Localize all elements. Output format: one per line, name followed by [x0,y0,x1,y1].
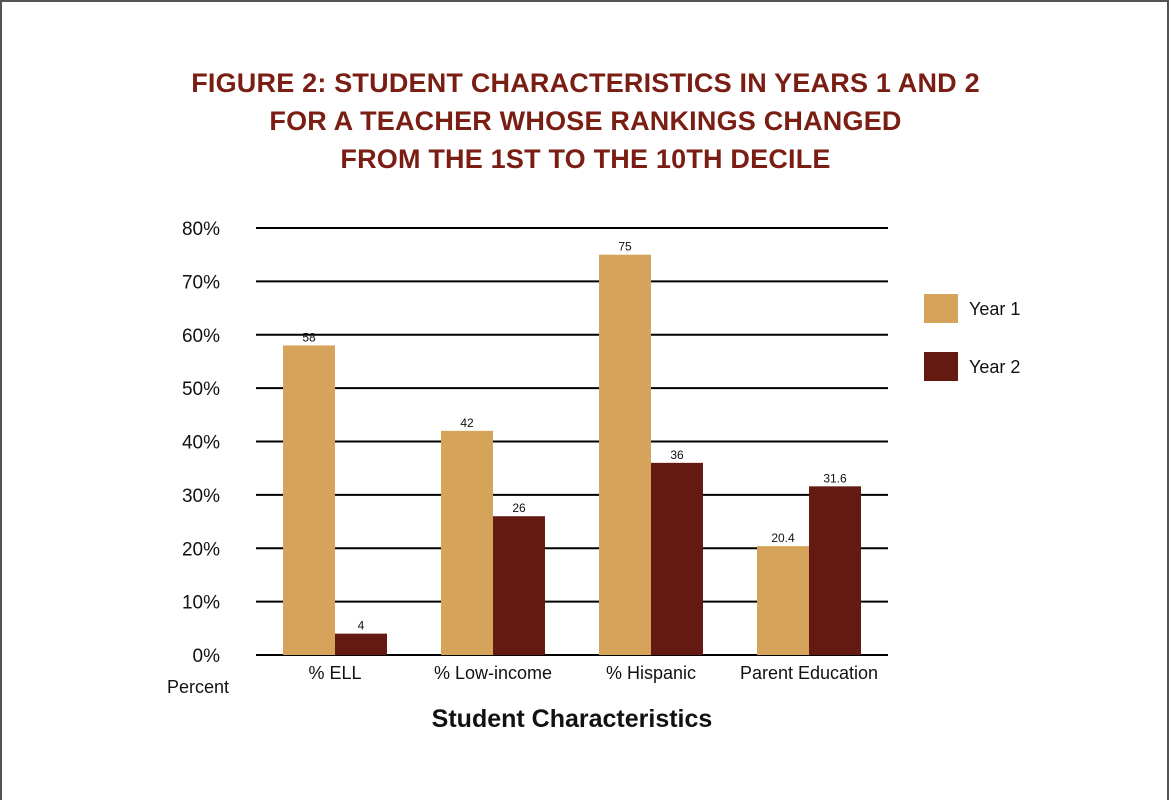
category-label: % Hispanic [606,663,696,683]
data-label: 75 [618,240,632,254]
data-labels: 58 4 42 26 75 36 20.4 31.6 [302,240,847,633]
chart-title-line-3: FROM THE 1ST TO THE 10TH DECILE [340,144,831,174]
legend-label: Year 2 [969,357,1020,377]
y-tick-label: 70% [182,272,220,293]
y-tick-label: 50% [182,379,220,400]
x-axis-label: Student Characteristics [432,705,713,733]
legend: Year 1 Year 2 [924,294,1020,381]
y-tick-label: 30% [182,486,220,507]
data-label: 26 [512,501,526,515]
bar-year-2 [809,486,861,655]
data-label: 20.4 [771,531,795,545]
bar-year-1 [441,430,493,655]
category-label: % ELL [308,663,361,683]
category-label: Parent Education [740,663,878,683]
bar-year-2 [493,516,545,655]
bars [283,254,861,655]
legend-swatch [924,352,958,381]
legend-label: Year 1 [969,299,1020,319]
chart-title-line-1: FIGURE 2: STUDENT CHARACTERISTICS IN YEA… [191,68,980,98]
data-label: 36 [670,448,684,462]
category-label: % Low-income [434,663,552,683]
bar-year-2 [651,462,703,655]
data-label: 58 [302,330,316,344]
y-tick-label: 60% [182,326,220,347]
bar-year-1 [757,546,809,655]
bar-year-2 [335,633,387,655]
bar-year-1 [283,345,335,655]
y-tick-label: 80% [182,219,220,240]
y-tick-label: 40% [182,433,220,454]
y-tick-label: 20% [182,539,220,560]
y-tick-labels: 0% 10% 20% 30% 40% 50% 60% 70% 80% [182,219,220,667]
y-tick-label: 0% [193,646,221,667]
data-label: 4 [358,619,365,633]
data-label: 42 [460,416,474,430]
category-labels: % ELL % Low-income % Hispanic Parent Educat… [308,663,878,683]
chart-title-line-2: FOR A TEACHER WHOSE RANKINGS CHANGED [269,106,902,136]
y-axis-label: Percent [167,677,229,697]
y-tick-label: 10% [182,593,220,614]
data-label: 31.6 [823,471,847,485]
legend-swatch [924,294,958,323]
bar-year-1 [599,254,651,655]
